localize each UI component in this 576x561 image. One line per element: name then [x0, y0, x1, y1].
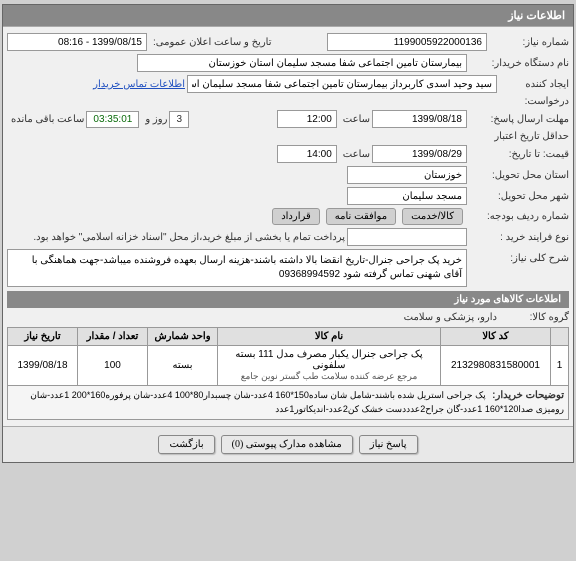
countdown-time: 03:35:01	[86, 111, 139, 128]
buyer-notes-text: پک جراحی استریل شده باشند-شامل شان ساده1…	[30, 390, 564, 414]
label-day-and: روز و	[141, 114, 167, 125]
buyer-org-field	[137, 54, 467, 72]
th-code: کد کالا	[441, 328, 551, 346]
label-budget-row: شماره ردیف بودجه:	[469, 211, 569, 222]
label-buyer-notes: توضیحات خریدار:	[488, 390, 564, 401]
cell-name-l1: پک جراحی جنرال یکبار مصرف مدل 111 بسته س…	[222, 349, 436, 371]
label-need-number: شماره نیاز:	[489, 37, 569, 48]
table-header-row: کد کالا نام کالا واحد شمارش تعداد / مقدا…	[8, 328, 569, 346]
button-bar: پاسخ نیاز مشاهده مدارک پیوستی (0) بازگشت	[3, 426, 573, 462]
reply-button[interactable]: پاسخ نیاز	[359, 435, 418, 454]
label-min-validity: حداقل تاریخ اعتبار	[469, 131, 569, 142]
table-row: 1 2132980831580001 پک جراحی جنرال یکبار …	[8, 346, 569, 386]
general-desc-box: خرید پک جراحی جنرال-تاریخ انقضا بالا داش…	[7, 249, 467, 287]
label-hour2: ساعت	[339, 149, 370, 160]
creator-field	[187, 75, 497, 93]
submit-time-field	[277, 110, 337, 128]
badge-goods: کالا/خدمت	[402, 208, 463, 225]
badge-contract: قرارداد	[272, 208, 320, 225]
goods-group-value: دارو، پزشکی و سلامت	[400, 312, 497, 323]
city-field	[347, 187, 467, 205]
label-remaining: ساعت باقی مانده	[7, 114, 84, 125]
cell-unit: بسته	[148, 346, 218, 386]
attachments-button[interactable]: مشاهده مدارک پیوستی (0)	[221, 435, 353, 454]
cell-idx: 1	[551, 346, 569, 386]
th-name: نام کالا	[218, 328, 441, 346]
th-idx	[551, 328, 569, 346]
badge-agreement: موافقت نامه	[326, 208, 396, 225]
cell-qty: 100	[78, 346, 148, 386]
cell-date: 1399/08/18	[8, 346, 78, 386]
cell-code: 2132980831580001	[441, 346, 551, 386]
items-table: کد کالا نام کالا واحد شمارش تعداد / مقدا…	[7, 327, 569, 420]
cell-name-l2: مرجع عرضه کننده سلامت طب گستر نوین جامع	[222, 371, 436, 382]
th-qty: تعداد / مقدار	[78, 328, 148, 346]
label-request: درخواست:	[499, 96, 569, 107]
label-province: استان محل تحویل:	[469, 170, 569, 181]
countdown-days: 3	[169, 111, 189, 128]
label-procedure: نوع فرایند خرید :	[469, 232, 569, 243]
procedure-field	[347, 228, 467, 246]
back-button[interactable]: بازگشت	[158, 435, 214, 454]
label-public-dt: تاریخ و ساعت اعلان عمومی:	[149, 37, 272, 48]
th-unit: واحد شمارش	[148, 328, 218, 346]
label-general-desc: شرح کلی نیاز:	[469, 249, 569, 264]
label-goods-group: گروه کالا:	[499, 312, 569, 323]
label-hour1: ساعت	[339, 114, 370, 125]
notes-row: توضیحات خریدار: پک جراحی استریل شده باشن…	[8, 386, 569, 420]
label-creator: ایجاد کننده	[499, 79, 569, 90]
contact-link[interactable]: اطلاعات تماس خریدار	[93, 79, 185, 90]
need-number-field	[327, 33, 487, 51]
cell-name: پک جراحی جنرال یکبار مصرف مدل 111 بسته س…	[218, 346, 441, 386]
validity-time-field	[277, 145, 337, 163]
panel-title: اطلاعات نیاز	[3, 5, 573, 26]
label-submit-deadline: مهلت ارسال پاسخ:	[469, 114, 569, 125]
public-dt-field	[7, 33, 147, 51]
label-buyer-org: نام دستگاه خریدار:	[469, 58, 569, 69]
payment-note: پرداخت تمام یا بخشی از مبلغ خرید،از محل …	[7, 232, 345, 243]
items-header: اطلاعات کالاهای مورد نیاز	[7, 291, 569, 308]
validity-date-field	[372, 145, 467, 163]
th-date: تاریخ نیاز	[8, 328, 78, 346]
submit-date-field	[372, 110, 467, 128]
province-field	[347, 166, 467, 184]
label-city: شهر محل تحویل:	[469, 191, 569, 202]
label-price-until: قیمت: تا تاریخ:	[469, 149, 569, 160]
